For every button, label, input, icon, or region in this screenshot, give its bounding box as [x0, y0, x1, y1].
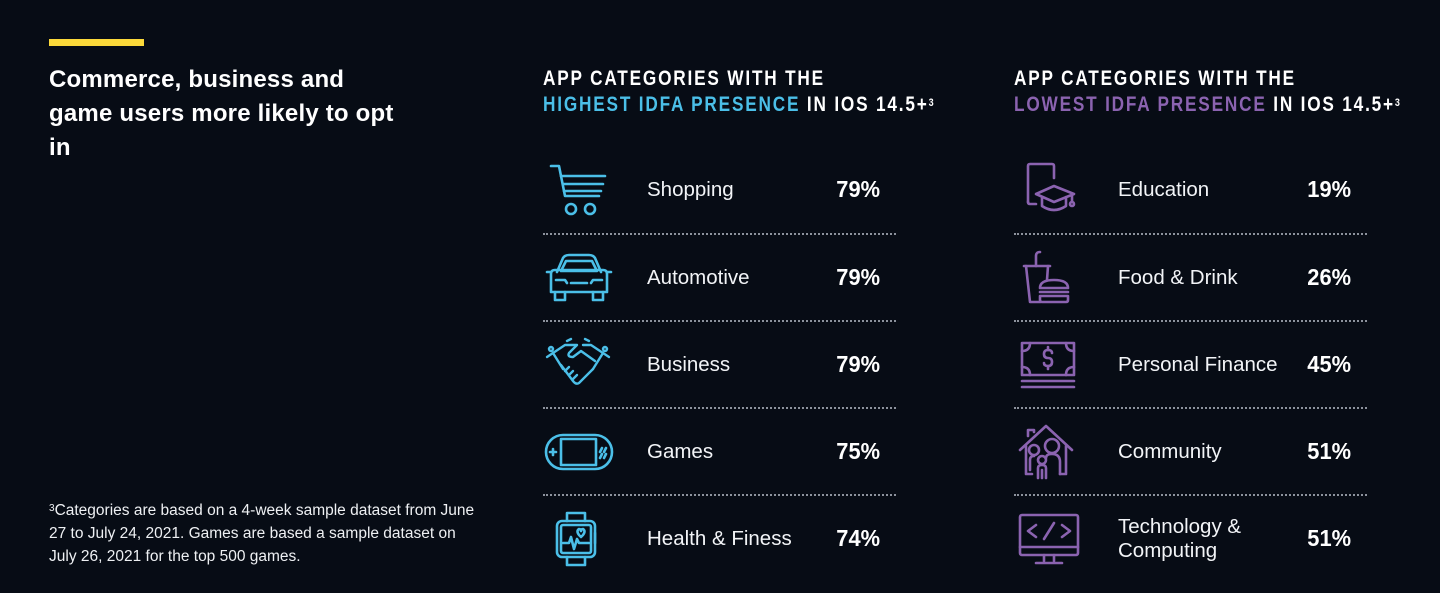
footnote-marker: 3 [49, 503, 55, 514]
list-item-label: Community [1118, 439, 1222, 463]
tablet-graduation-cap-icon [1014, 160, 1094, 220]
house-family-icon [1014, 422, 1094, 482]
highest-list: Shopping 79% Automotive 79% [543, 146, 896, 581]
highest-panel-title: APP CATEGORIES WITH THE HIGHEST IDFA PRE… [543, 66, 934, 118]
list-item: Business 79% [543, 320, 896, 407]
monitor-code-icon [1014, 509, 1094, 569]
headline: Commerce, business and game users more l… [49, 66, 394, 161]
list-item-value: 19% [1307, 176, 1351, 202]
list-item-label: Personal Finance [1118, 352, 1278, 376]
lowest-list: Education 19% Food & Drink 26% [1014, 146, 1367, 581]
list-item-value: 26% [1307, 264, 1351, 290]
lowest-panel-title: APP CATEGORIES WITH THE LOWEST IDFA PRES… [1014, 66, 1400, 118]
shopping-cart-icon [543, 160, 623, 220]
panel-title-rest: IN IOS 14.5+ [800, 93, 929, 116]
list-item: Personal Finance 45% [1014, 320, 1367, 407]
list-item-label: Technology & Computing [1118, 514, 1242, 562]
list-item-label: Games [647, 439, 714, 463]
highest-panel: APP CATEGORIES WITH THE HIGHEST IDFA PRE… [543, 66, 934, 566]
accent-bar [49, 39, 144, 46]
list-item: Technology & Computing 51% [1014, 494, 1367, 581]
list-item: Food & Drink 26% [1014, 233, 1367, 320]
handshake-icon [543, 335, 623, 395]
money-bill-icon [1014, 335, 1094, 395]
list-item: Games 75% [543, 407, 896, 494]
list-item: Health & Finess 74% [543, 494, 896, 581]
list-item-value: 74% [836, 525, 880, 551]
car-icon [543, 248, 623, 308]
title-superscript: 3 [928, 97, 934, 109]
list-item: Automotive 79% [543, 233, 896, 320]
list-item-label: Automotive [647, 265, 750, 289]
list-item-value: 51% [1307, 438, 1351, 464]
list-item-label: Health & Finess [647, 526, 792, 550]
list-item-label: Shopping [647, 177, 734, 201]
list-item-label: Business [647, 352, 731, 376]
panel-title-line1: APP CATEGORIES WITH THE [1014, 67, 1296, 90]
footnote-text: Categories are based on a 4-week sample … [49, 502, 475, 565]
list-item: Shopping 79% [543, 146, 896, 233]
list-item-value: 75% [836, 438, 880, 464]
smartwatch-heart-icon [543, 509, 623, 569]
list-item-value: 79% [836, 351, 880, 377]
lowest-panel: APP CATEGORIES WITH THE LOWEST IDFA PRES… [1014, 66, 1400, 564]
list-item: Community 51% [1014, 407, 1367, 494]
list-item-label: Food & Drink [1118, 265, 1238, 289]
highest-title-highlight: HIGHEST IDFA PRESENCE [543, 93, 801, 116]
title-superscript: 3 [1394, 97, 1400, 109]
list-item-value: 79% [836, 264, 880, 290]
list-item-label: Education [1118, 177, 1210, 201]
panel-title-rest: IN IOS 14.5+ [1266, 93, 1395, 116]
list-item-value: 51% [1307, 525, 1351, 551]
lowest-title-highlight: LOWEST IDFA PRESENCE [1014, 93, 1267, 116]
list-item: Education 19% [1014, 146, 1367, 233]
list-item-value: 79% [836, 176, 880, 202]
handheld-console-icon [543, 422, 623, 482]
panel-title-line1: APP CATEGORIES WITH THE [543, 67, 825, 90]
footnote: 3Categories are based on a 4-week sample… [49, 499, 479, 568]
list-item-value: 45% [1307, 351, 1351, 377]
drink-burger-icon [1014, 248, 1094, 308]
